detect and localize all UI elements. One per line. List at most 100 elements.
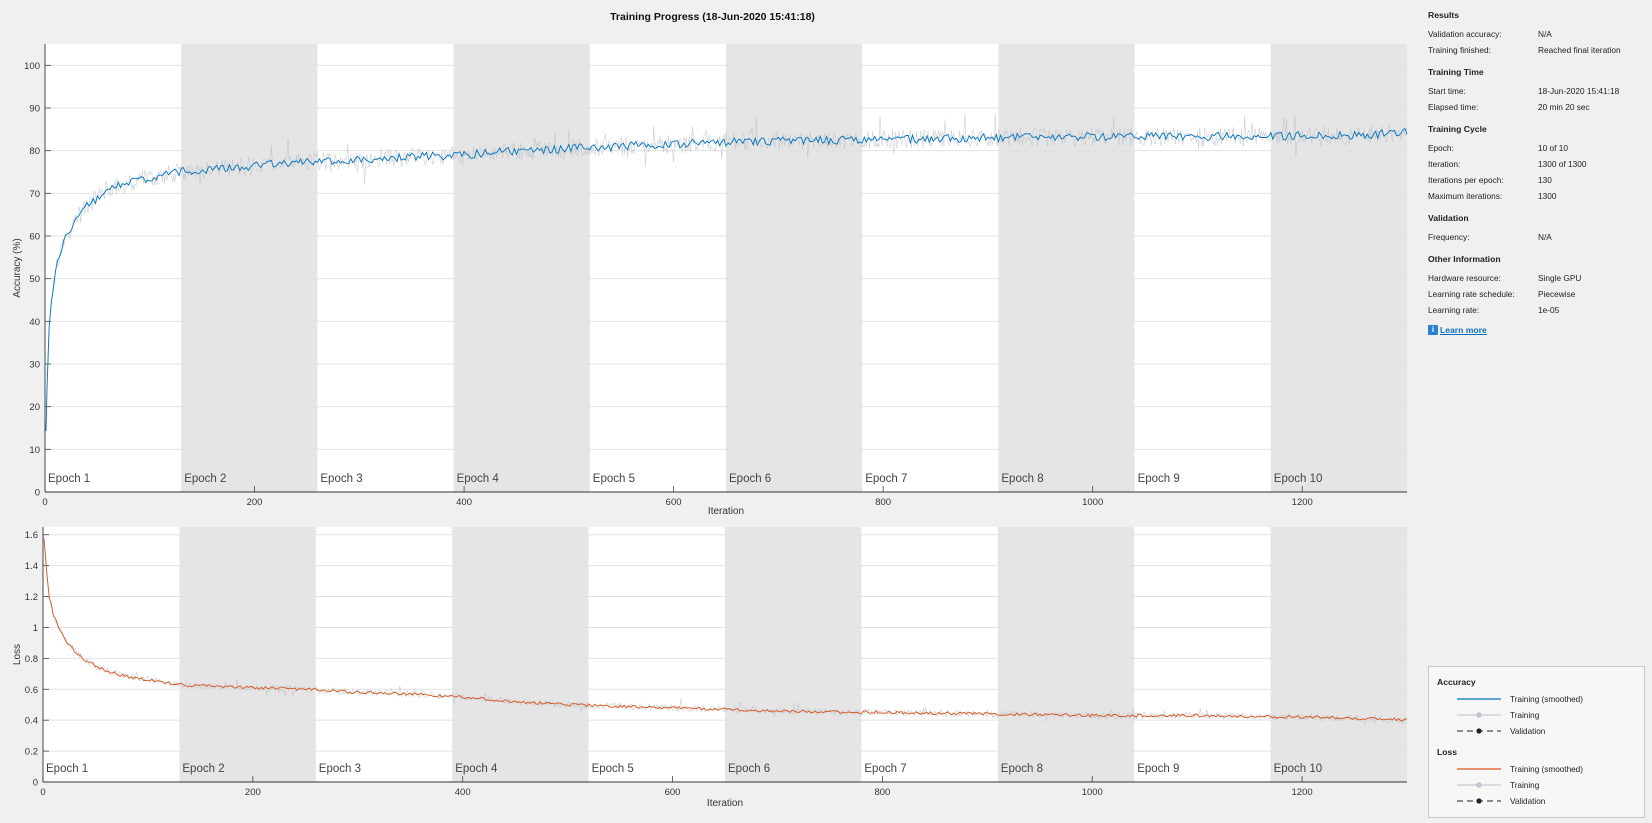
info-value: Single GPU	[1538, 273, 1582, 283]
training-time-heading: Training Time	[1428, 67, 1484, 77]
epoch-label: Epoch 5	[593, 473, 635, 485]
x-tick-label: 600	[665, 787, 681, 798]
x-tick-label: 1000	[1082, 497, 1103, 508]
epoch-label: Epoch 10	[1274, 763, 1323, 775]
y-tick-label: 50	[29, 274, 40, 285]
epoch-label: Epoch 5	[592, 763, 634, 775]
x-tick-label: 1000	[1082, 787, 1103, 798]
legend-line-blue-swatch	[1457, 693, 1501, 705]
info-key: Iteration:	[1428, 159, 1461, 169]
x-axis-label: Iteration	[707, 798, 743, 809]
series-training-raw	[43, 536, 1407, 726]
epoch-band	[179, 527, 316, 782]
y-tick-label: 0.2	[25, 747, 38, 758]
y-tick-label: 10	[29, 445, 40, 456]
y-tick-label: 70	[29, 189, 40, 200]
legend-label: Validation	[1510, 726, 1546, 736]
info-value: N/A	[1538, 232, 1552, 242]
training-cycle-heading: Training Cycle	[1428, 124, 1487, 134]
info-icon: i	[1428, 325, 1438, 335]
x-axis-label: Iteration	[708, 506, 744, 517]
legend-line-orange-swatch	[1457, 763, 1501, 775]
epoch-label: Epoch 4	[457, 473, 500, 485]
y-tick-label: 0.8	[25, 654, 38, 665]
info-key: Maximum iterations:	[1428, 191, 1503, 201]
legend-item: Training	[1437, 707, 1583, 723]
epoch-band	[181, 44, 318, 492]
y-tick-label: 1.4	[25, 561, 38, 572]
info-key: Validation accuracy:	[1428, 29, 1502, 39]
y-tick-label: 20	[29, 402, 40, 413]
x-tick-label: 800	[875, 497, 891, 508]
y-tick-label: 100	[24, 61, 40, 72]
epoch-label: Epoch 10	[1274, 473, 1323, 485]
legend-label: Training	[1510, 710, 1540, 720]
info-key: Elapsed time:	[1428, 102, 1479, 112]
other-information-heading: Other Information	[1428, 254, 1501, 264]
y-tick-label: 60	[29, 232, 40, 243]
epoch-band	[1270, 527, 1407, 782]
info-row: Training finished: Reached final iteratio…	[1428, 42, 1643, 58]
series-training-smoothed	[45, 127, 1408, 432]
legend-label: Training	[1510, 780, 1540, 790]
epoch-band	[1270, 44, 1407, 492]
training-time-section: Training Time Start time: 18-Jun-2020 15:…	[1428, 67, 1643, 115]
x-tick-label: 200	[245, 787, 261, 798]
info-row: Frequency: N/A	[1428, 229, 1643, 245]
epoch-label: Epoch 7	[864, 763, 906, 775]
series-training-smoothed	[43, 539, 1408, 722]
info-key: Iterations per epoch:	[1428, 175, 1504, 185]
epoch-label: Epoch 1	[48, 473, 90, 485]
info-key: Frequency:	[1428, 232, 1470, 242]
legend-loss-group: Loss Training (smoothed) Training Valida…	[1437, 747, 1583, 809]
legend-loss-heading: Loss	[1437, 747, 1458, 757]
legend-item: Training (smoothed)	[1437, 691, 1583, 707]
epoch-label: Epoch 7	[865, 473, 907, 485]
epoch-label: Epoch 9	[1138, 473, 1180, 485]
x-tick-label: 1200	[1292, 497, 1313, 508]
learn-more-label: Learn more	[1440, 325, 1487, 335]
info-value: 1300 of 1300	[1538, 159, 1587, 169]
legend-label: Validation	[1510, 796, 1546, 806]
training-cycle-section: Training Cycle Epoch: 10 of 10 Iteration:…	[1428, 124, 1643, 204]
epoch-label: Epoch 3	[319, 763, 361, 775]
x-tick-label: 1200	[1292, 787, 1313, 798]
epoch-label: Epoch 9	[1137, 763, 1179, 775]
info-value: Piecewise	[1538, 289, 1576, 299]
info-key: Training finished:	[1428, 45, 1491, 55]
x-tick-label: 800	[874, 787, 890, 798]
epoch-label: Epoch 1	[46, 763, 88, 775]
info-panel: Results Validation accuracy: N/A Training…	[1428, 10, 1643, 335]
info-row: Hardware resource: Single GPU	[1428, 270, 1643, 286]
info-row: Start time: 18-Jun-2020 15:41:18	[1428, 83, 1643, 99]
epoch-label: Epoch 8	[1001, 763, 1043, 775]
epoch-label: Epoch 6	[729, 473, 771, 485]
legend-item: Training	[1437, 777, 1583, 793]
info-value: 1300	[1538, 191, 1557, 201]
epoch-band	[725, 527, 862, 782]
epoch-label: Epoch 2	[184, 473, 226, 485]
epoch-label: Epoch 2	[182, 763, 224, 775]
info-key: Start time:	[1428, 86, 1466, 96]
validation-section: Validation Frequency: N/A	[1428, 213, 1643, 245]
legend-item: Training (smoothed)	[1437, 761, 1583, 777]
y-tick-label: 0	[35, 488, 40, 499]
learn-more-link[interactable]: i Learn more	[1428, 325, 1643, 335]
y-axis-label: Loss	[12, 644, 23, 665]
x-tick-label: 400	[455, 787, 471, 798]
info-row: Elapsed time: 20 min 20 sec	[1428, 99, 1643, 115]
y-tick-label: 40	[29, 317, 40, 328]
info-value: 1e-05	[1538, 305, 1560, 315]
epoch-band	[997, 527, 1135, 782]
info-value: N/A	[1538, 29, 1552, 39]
info-row: Learning rate: 1e-05	[1428, 302, 1643, 318]
x-tick-label: 0	[40, 787, 45, 798]
epoch-label: Epoch 4	[455, 763, 498, 775]
legend-item: Validation	[1437, 793, 1583, 809]
x-tick-label: 200	[247, 497, 263, 508]
epoch-band	[998, 44, 1135, 492]
y-tick-label: 0.6	[25, 685, 38, 696]
y-tick-label: 1.6	[25, 530, 38, 541]
info-row: Epoch: 10 of 10	[1428, 140, 1643, 156]
